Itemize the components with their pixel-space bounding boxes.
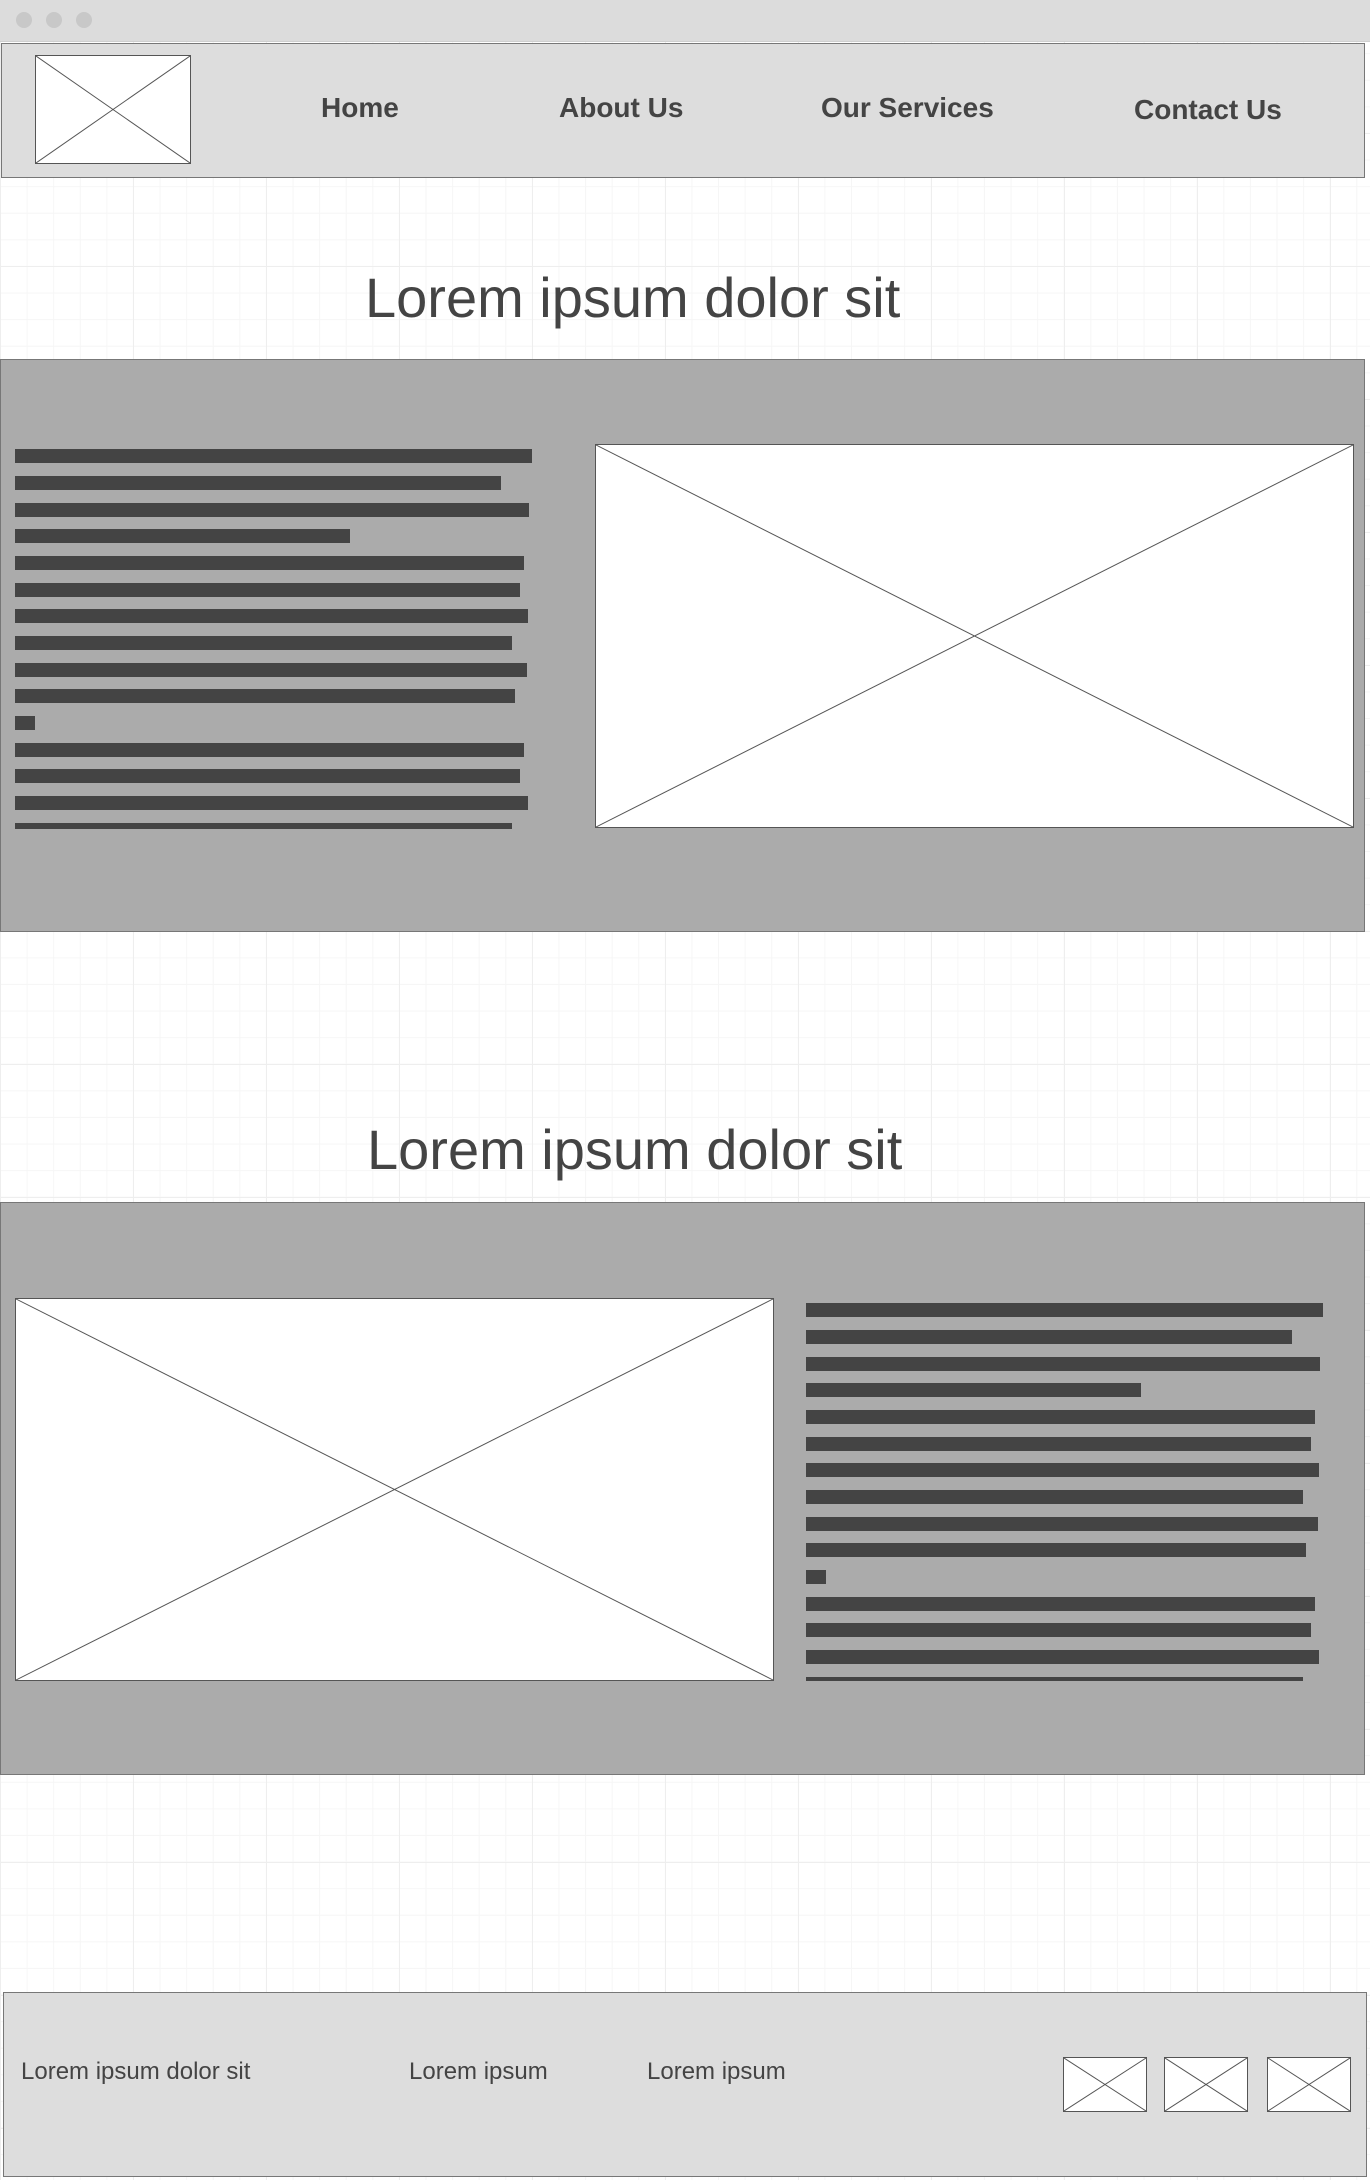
text-line <box>15 503 529 517</box>
section-2-image-placeholder-icon <box>15 1298 774 1681</box>
text-line <box>15 556 524 570</box>
section-1-image-placeholder-icon <box>595 444 1354 828</box>
text-line <box>806 1490 1303 1504</box>
text-line <box>806 1623 1311 1637</box>
text-line <box>806 1597 1315 1611</box>
text-line <box>806 1677 1303 1681</box>
window-titlebar <box>0 0 1370 42</box>
text-line <box>15 529 350 543</box>
text-line <box>806 1463 1319 1477</box>
footer-image-placeholder-icon[interactable] <box>1164 2057 1248 2112</box>
window-minimize-dot-icon[interactable] <box>46 12 62 28</box>
text-line <box>806 1357 1320 1371</box>
text-line <box>15 636 512 650</box>
footer-image-placeholder-icon[interactable] <box>1063 2057 1147 2112</box>
text-line <box>806 1330 1292 1344</box>
text-line <box>15 663 527 677</box>
footer-text-3[interactable]: Lorem ipsum <box>647 2058 786 2085</box>
footer-image-placeholder-icon[interactable] <box>1267 2057 1351 2112</box>
text-line <box>806 1570 826 1584</box>
text-line <box>15 743 524 757</box>
window-maximize-dot-icon[interactable] <box>76 12 92 28</box>
text-line <box>806 1410 1315 1424</box>
nav-contact-us[interactable]: Contact Us <box>1134 94 1282 125</box>
text-line <box>15 609 528 623</box>
footer-text-2[interactable]: Lorem ipsum <box>409 2058 548 2085</box>
section-2-text-block <box>806 1303 1326 1681</box>
text-line <box>15 689 515 703</box>
text-line <box>15 476 501 490</box>
site-header <box>1 43 1365 178</box>
logo-placeholder-icon[interactable] <box>35 55 191 164</box>
window-close-dot-icon[interactable] <box>16 12 32 28</box>
nav-our-services[interactable]: Our Services <box>821 92 994 123</box>
text-line <box>15 796 528 810</box>
text-line <box>806 1383 1141 1397</box>
text-line <box>806 1437 1311 1451</box>
text-line <box>15 716 35 730</box>
nav-about-us[interactable]: About Us <box>559 92 684 123</box>
text-line <box>15 449 532 463</box>
text-line <box>806 1543 1306 1557</box>
text-line <box>806 1517 1318 1531</box>
text-line <box>15 769 520 783</box>
text-line <box>15 583 520 597</box>
section-1-title: Lorem ipsum dolor sit <box>365 266 901 329</box>
section-1-text-block <box>15 449 535 829</box>
footer-text-1[interactable]: Lorem ipsum dolor sit <box>21 2058 251 2085</box>
text-line <box>806 1650 1319 1664</box>
text-line <box>806 1303 1323 1317</box>
section-2-title: Lorem ipsum dolor sit <box>367 1118 903 1181</box>
text-line <box>15 823 512 829</box>
nav-home[interactable]: Home <box>321 92 399 123</box>
